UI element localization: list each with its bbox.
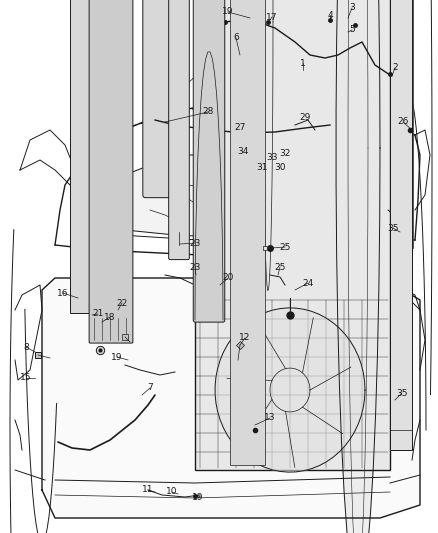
Text: 2: 2 <box>392 63 398 72</box>
Text: 30: 30 <box>274 163 286 172</box>
Polygon shape <box>336 0 380 533</box>
Text: 25: 25 <box>274 262 286 271</box>
Text: 19: 19 <box>192 494 204 503</box>
Bar <box>230 0 265 465</box>
Text: 11: 11 <box>142 486 154 495</box>
Text: 29: 29 <box>299 114 311 123</box>
FancyBboxPatch shape <box>89 0 133 343</box>
Text: 7: 7 <box>147 384 153 392</box>
FancyBboxPatch shape <box>195 0 390 470</box>
Text: 12: 12 <box>239 334 251 343</box>
FancyBboxPatch shape <box>169 0 189 260</box>
Text: 19: 19 <box>222 7 234 17</box>
Text: 35: 35 <box>396 389 408 398</box>
FancyBboxPatch shape <box>143 0 182 198</box>
Text: 15: 15 <box>20 374 32 383</box>
Text: 22: 22 <box>117 298 127 308</box>
Polygon shape <box>125 155 375 240</box>
Text: 16: 16 <box>57 288 69 297</box>
Polygon shape <box>42 278 420 518</box>
Text: 17: 17 <box>266 12 278 21</box>
Bar <box>390 0 412 450</box>
Text: 18: 18 <box>104 312 116 321</box>
Polygon shape <box>215 308 365 472</box>
Text: 13: 13 <box>264 414 276 423</box>
Text: 28: 28 <box>202 108 214 117</box>
Text: 24: 24 <box>302 279 314 287</box>
Text: 1: 1 <box>300 59 306 68</box>
Text: 32: 32 <box>279 149 291 157</box>
Text: 5: 5 <box>349 26 355 35</box>
Text: 19: 19 <box>111 352 123 361</box>
FancyBboxPatch shape <box>193 0 225 322</box>
Text: 26: 26 <box>397 117 409 126</box>
Text: 25: 25 <box>279 243 291 252</box>
Text: 4: 4 <box>327 11 333 20</box>
Text: 27: 27 <box>234 123 246 132</box>
Text: 23: 23 <box>189 262 201 271</box>
Text: 35: 35 <box>387 223 399 232</box>
Text: 23: 23 <box>189 238 201 247</box>
Text: 20: 20 <box>223 273 234 282</box>
Text: 21: 21 <box>92 310 104 319</box>
Text: 8: 8 <box>23 343 29 351</box>
Text: 10: 10 <box>166 488 178 497</box>
Text: 34: 34 <box>237 148 249 157</box>
Text: 3: 3 <box>349 4 355 12</box>
Text: 33: 33 <box>266 152 278 161</box>
Text: 6: 6 <box>233 34 239 43</box>
Bar <box>70 0 92 313</box>
Text: 31: 31 <box>256 164 268 173</box>
Bar <box>395 0 413 248</box>
